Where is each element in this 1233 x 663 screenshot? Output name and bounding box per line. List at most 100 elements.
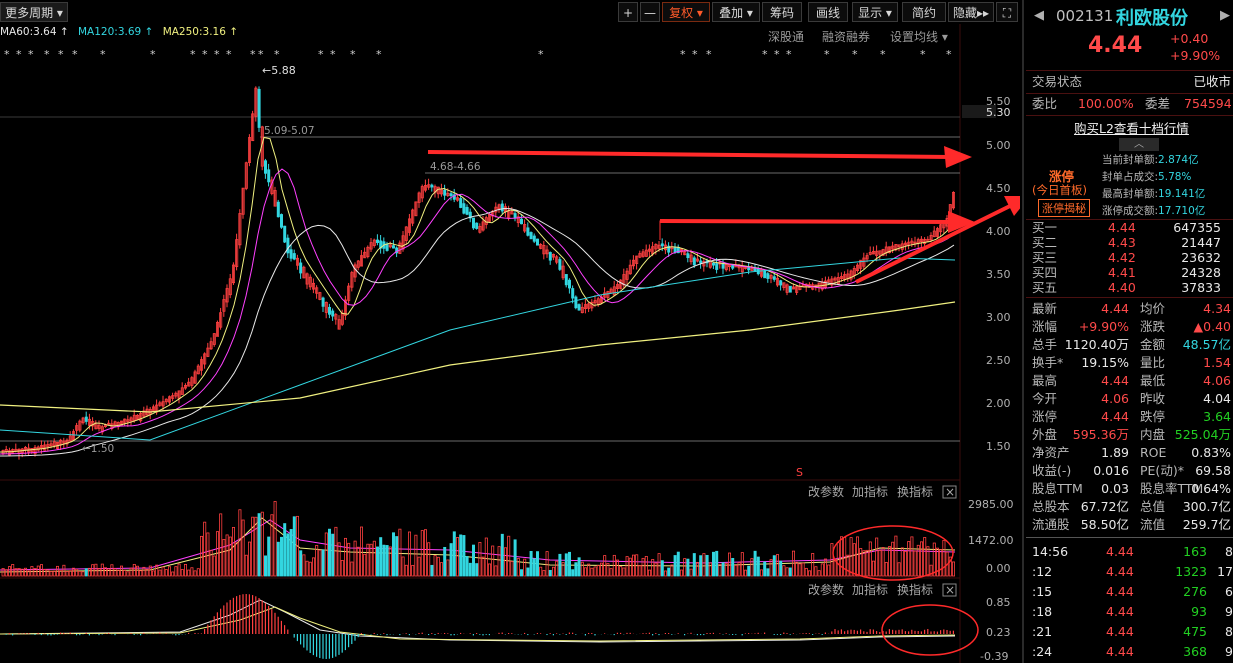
volume-bar bbox=[436, 556, 440, 577]
bid-price: 4.42 bbox=[1108, 250, 1136, 265]
event-star-icon[interactable]: * bbox=[16, 48, 22, 61]
price-change: +0.40 bbox=[1170, 31, 1209, 46]
macd-bars bbox=[2, 594, 955, 659]
next-stock-icon[interactable]: ▶ bbox=[1220, 8, 1230, 23]
event-star-icon[interactable]: * bbox=[318, 48, 324, 61]
vol-adjust-link[interactable]: 改参数 bbox=[808, 484, 844, 499]
shengutong-link[interactable]: 深股通 bbox=[768, 30, 805, 44]
macd-add-link[interactable]: 加指标 bbox=[852, 582, 888, 597]
quote-value: 4.44 bbox=[1101, 301, 1129, 316]
candle-body bbox=[881, 249, 885, 256]
event-star-icon[interactable]: * bbox=[226, 48, 232, 61]
candle-body bbox=[446, 192, 450, 196]
first-board-tag: (今日首板) bbox=[1032, 183, 1087, 197]
candle-body bbox=[183, 385, 187, 389]
event-star-icon[interactable]: * bbox=[880, 48, 886, 61]
event-star-icon[interactable]: * bbox=[330, 48, 336, 61]
event-star-icon[interactable]: * bbox=[706, 48, 712, 61]
zoom-out-button[interactable]: — bbox=[640, 2, 660, 22]
event-star-icon[interactable]: * bbox=[920, 48, 926, 61]
weicha-label: 委差 bbox=[1145, 96, 1171, 111]
volume-bar bbox=[596, 565, 600, 577]
xianshi-dropdown[interactable]: 显示 ▾ bbox=[852, 2, 898, 22]
event-star-icon[interactable]: * bbox=[692, 48, 698, 61]
volume-bar bbox=[46, 569, 50, 577]
fuquan-dropdown[interactable]: 复权 ▾ bbox=[662, 2, 710, 22]
vol-close-button[interactable] bbox=[942, 485, 957, 499]
candle-body bbox=[455, 197, 459, 201]
volume-bar bbox=[536, 551, 540, 577]
event-star-icon[interactable]: * bbox=[100, 48, 106, 61]
vol-swap-link[interactable]: 换指标 bbox=[897, 484, 933, 499]
event-star-icon[interactable]: * bbox=[774, 48, 780, 61]
candle-body bbox=[571, 288, 575, 299]
bid-row[interactable]: 买三 4.42 23632 bbox=[1032, 250, 1233, 265]
volume-bar bbox=[241, 519, 245, 577]
candle-body bbox=[452, 194, 456, 200]
tick-count: 6 bbox=[1225, 584, 1233, 599]
event-star-icon[interactable]: * bbox=[4, 48, 10, 61]
volume-bar bbox=[88, 567, 92, 577]
event-star-icon[interactable]: * bbox=[190, 48, 196, 61]
macd-highlight-ellipse bbox=[881, 604, 979, 656]
event-star-icon[interactable]: * bbox=[350, 48, 356, 61]
event-star-icon[interactable]: * bbox=[538, 48, 544, 61]
fullscreen-icon[interactable]: ⛶ bbox=[996, 2, 1018, 22]
bid-row[interactable]: 买五 4.40 37833 bbox=[1032, 280, 1233, 295]
bid-row[interactable]: 买四 4.41 24328 bbox=[1032, 265, 1233, 280]
event-star-icon[interactable]: * bbox=[786, 48, 792, 61]
event-star-icon[interactable]: * bbox=[258, 48, 264, 61]
volume-bar bbox=[164, 569, 168, 577]
buy-l2-link[interactable]: 购买L2查看十档行情 bbox=[1074, 121, 1189, 136]
candle-body bbox=[187, 381, 191, 387]
event-star-icon[interactable]: * bbox=[250, 48, 256, 61]
event-star-icon[interactable]: * bbox=[214, 48, 220, 61]
event-star-icon[interactable]: * bbox=[680, 48, 686, 61]
macd-swap-link[interactable]: 换指标 bbox=[897, 582, 933, 597]
macd-adjust-link[interactable]: 改参数 bbox=[808, 582, 844, 597]
status-value: 已收市 bbox=[1193, 74, 1231, 89]
macd-close-button[interactable] bbox=[942, 583, 957, 597]
event-star-icon[interactable]: * bbox=[946, 48, 952, 61]
quote-label-2: 金额 bbox=[1140, 337, 1166, 352]
yincang-button[interactable]: 隐藏▸▸ bbox=[948, 2, 994, 22]
kline-chart[interactable]: * * * * * * * * * * * * * * * * * * * * * * * * * * * * * * * ←5.88 5.… bbox=[0, 0, 1020, 663]
volume-bar bbox=[212, 555, 216, 577]
event-star-icon[interactable]: * bbox=[824, 48, 830, 61]
volume-bar bbox=[753, 550, 757, 577]
rongzi-link[interactable]: 融资融券 bbox=[822, 30, 871, 44]
volume-bar bbox=[872, 560, 876, 577]
diejia-dropdown[interactable]: 叠加 ▾ bbox=[712, 2, 760, 22]
volume-bar bbox=[251, 516, 255, 577]
volume-bar bbox=[852, 543, 856, 577]
jianyue-button[interactable]: 简约 bbox=[902, 2, 946, 22]
event-star-icon[interactable]: * bbox=[58, 48, 64, 61]
prev-stock-icon[interactable]: ◀ bbox=[1034, 8, 1044, 23]
chouma-button[interactable]: 筹码 bbox=[762, 2, 802, 22]
event-star-icon[interactable]: * bbox=[72, 48, 78, 61]
event-star-icon[interactable]: * bbox=[44, 48, 50, 61]
volume-bar bbox=[439, 562, 443, 577]
huaxian-button[interactable]: 画线 bbox=[808, 2, 848, 22]
event-star-icon[interactable]: * bbox=[202, 48, 208, 61]
bid-row[interactable]: 买一 4.44 647355 bbox=[1032, 220, 1233, 235]
event-star-icon[interactable]: * bbox=[852, 48, 858, 61]
candle-body bbox=[449, 193, 453, 197]
ma-settings-link[interactable]: 设置均线 ▾ bbox=[890, 30, 948, 44]
volume-bar bbox=[420, 530, 424, 577]
volume-bar bbox=[667, 567, 671, 577]
bid-row[interactable]: 买二 4.43 21447 bbox=[1032, 235, 1233, 250]
candle-body bbox=[481, 221, 485, 231]
volume-bar bbox=[619, 566, 623, 577]
candle-body bbox=[7, 450, 11, 456]
event-star-icon[interactable]: * bbox=[376, 48, 382, 61]
event-star-icon[interactable]: * bbox=[274, 48, 280, 61]
event-star-icon[interactable]: * bbox=[762, 48, 768, 61]
event-star-icon[interactable]: * bbox=[150, 48, 156, 61]
period-dropdown[interactable]: 更多周期 ▾ bbox=[0, 2, 68, 22]
collapse-chevron-icon[interactable]: ︿ bbox=[1119, 138, 1159, 151]
zoom-in-button[interactable]: + bbox=[618, 2, 638, 22]
limit-up-reveal-button[interactable]: 涨停揭秘 bbox=[1038, 199, 1090, 217]
vol-add-link[interactable]: 加指标 bbox=[852, 484, 888, 499]
event-star-icon[interactable]: * bbox=[28, 48, 34, 61]
